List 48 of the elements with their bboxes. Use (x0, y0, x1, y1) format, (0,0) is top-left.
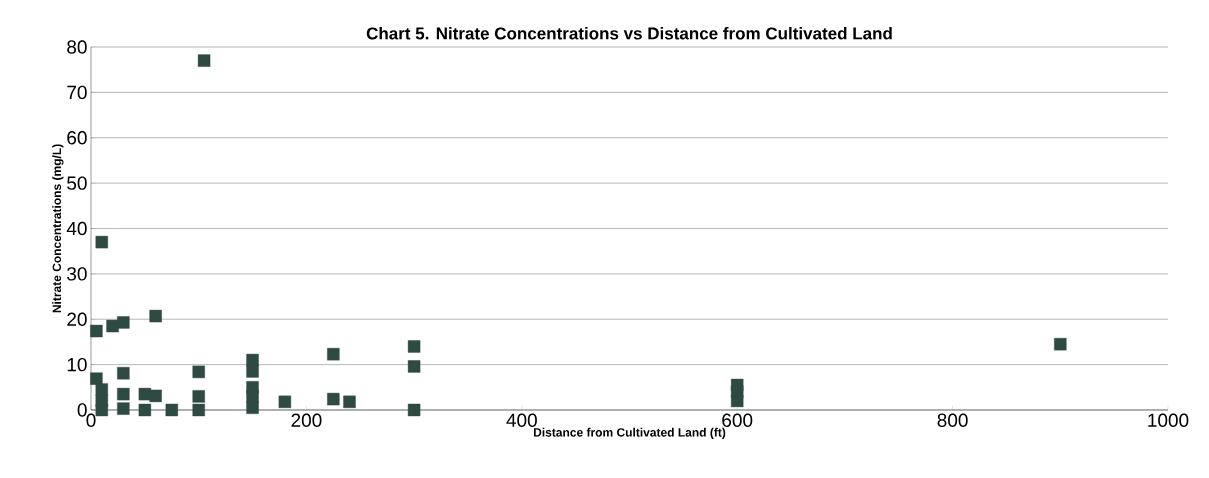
y-axis-title: Nitrate Concentrations (mg/L) (52, 144, 64, 313)
point (90, 372, 103, 385)
chart-title: Chart 5. Nitrate Concentrations vs Distance from Cultivated Land (366, 26, 892, 40)
point (95, 383, 108, 396)
point (192, 403, 205, 417)
point (149, 309, 162, 323)
x-tick-label: 1000 (1148, 413, 1189, 427)
point (246, 353, 259, 367)
point (327, 347, 340, 361)
point (149, 389, 162, 403)
point (90, 324, 103, 338)
y-tick-label: 70 (67, 85, 87, 100)
y-tick-label: 40 (66, 221, 87, 236)
point (117, 387, 130, 401)
point (117, 402, 130, 415)
point (278, 395, 292, 409)
point (117, 367, 130, 380)
point (407, 403, 421, 417)
point (192, 365, 205, 379)
y-tick-label: 80 (67, 40, 87, 54)
x-tick-label: 200 (291, 413, 322, 427)
point (246, 401, 259, 414)
y-tick-label: 50 (67, 176, 87, 190)
x-tick-label: 600 (722, 413, 753, 427)
point (197, 54, 211, 67)
point (246, 390, 259, 403)
y-tick-label: 0 (77, 403, 87, 417)
point (165, 403, 178, 417)
point (95, 235, 108, 249)
point (117, 316, 130, 329)
x-tick-label: 800 (937, 413, 968, 427)
y-tick-label: 20 (67, 312, 87, 326)
point (138, 403, 152, 417)
point (95, 403, 108, 417)
x-tick-label: 400 (506, 413, 537, 427)
y-tick-label: 10 (67, 357, 87, 372)
x-tick-label: 0 (86, 413, 96, 427)
point (1054, 338, 1067, 351)
y-tick-label: 30 (67, 267, 87, 281)
point (192, 390, 205, 403)
point (407, 340, 421, 353)
y-tick-label: 60 (67, 131, 87, 145)
point (246, 365, 259, 378)
x-axis-title: Distance from Cultivated Land (ft) (533, 427, 726, 440)
point (327, 392, 340, 406)
point (343, 395, 356, 409)
point (731, 394, 744, 408)
point (407, 360, 421, 373)
